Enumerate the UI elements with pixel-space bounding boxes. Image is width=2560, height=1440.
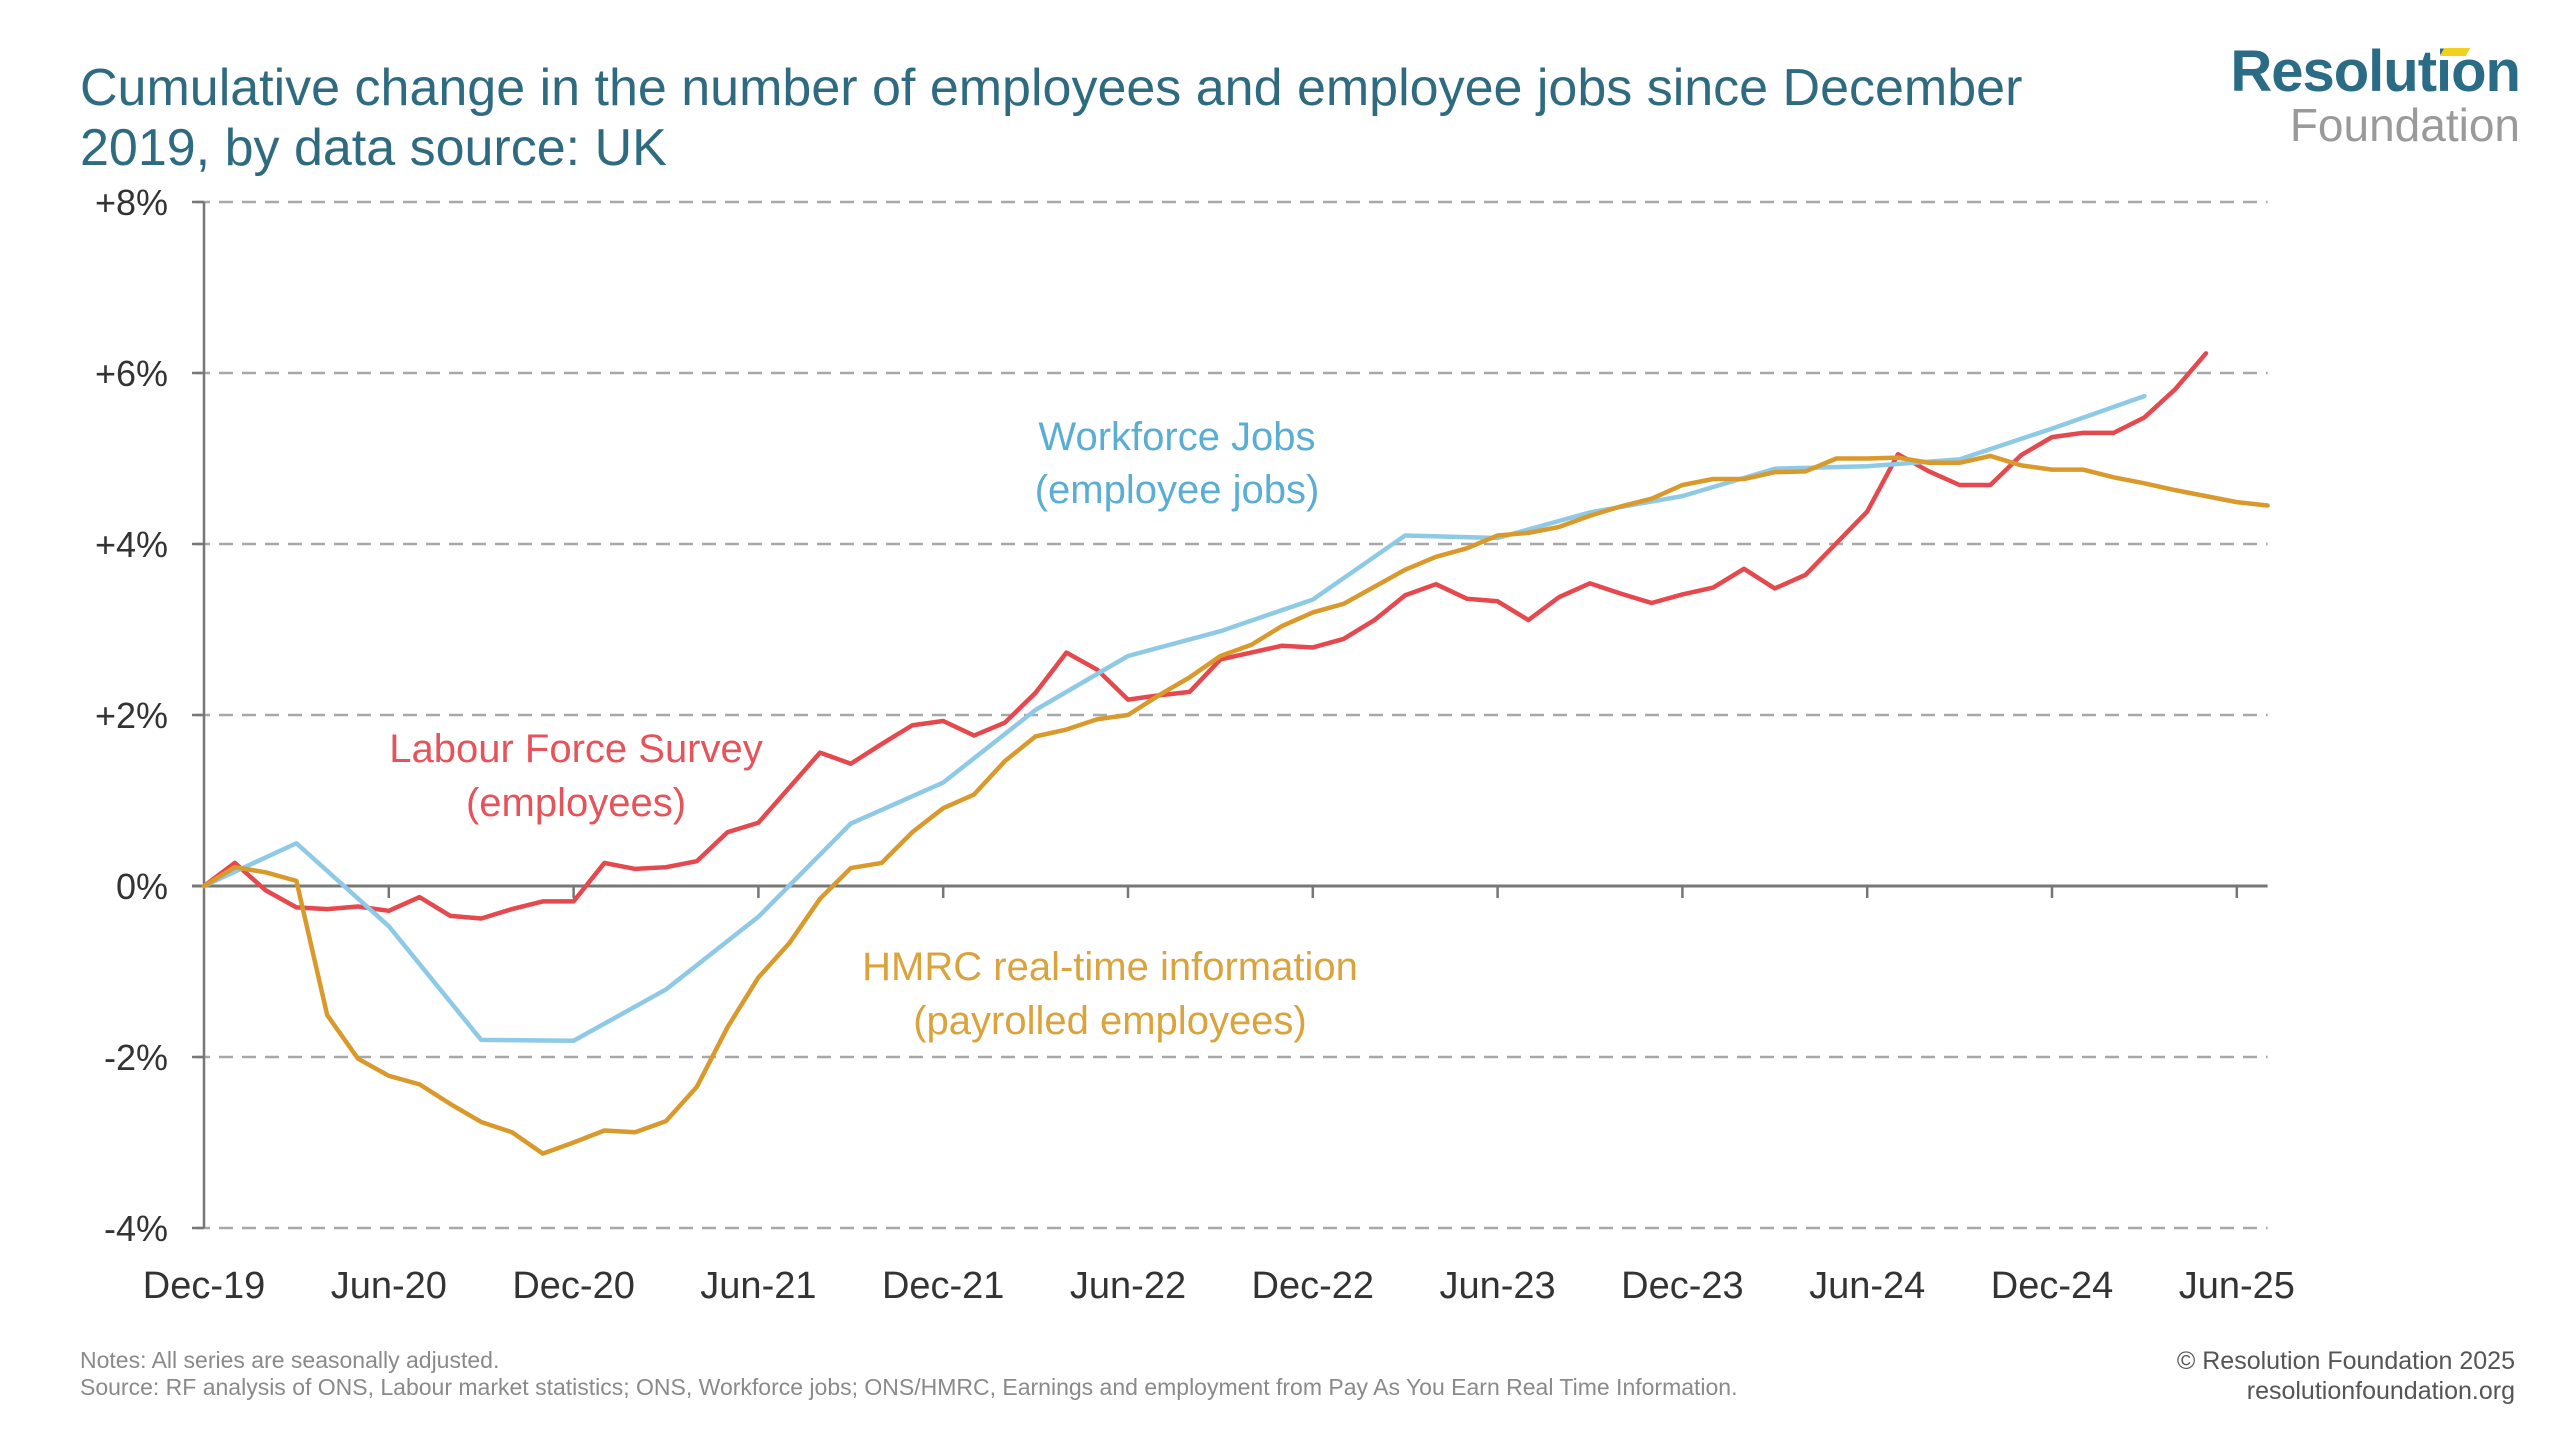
y-tick-label: -4% [104,1208,168,1249]
series-labels: Labour Force Survey (employees) Workforce … [389,415,1358,1043]
resolution-foundation-logo: Resolution Foundation [2200,39,2521,151]
series-label-workforce-jobs: (employee jobs) [1035,468,1320,512]
series-label-hmrc-real-time-information: HMRC real-time information [862,945,1358,989]
series-line-labour-force-survey [201,351,2209,921]
chart-title: Cumulative change in the number of emplo… [80,59,2023,177]
y-tick-label: 0% [116,866,168,907]
x-tick-label: Jun-25 [2179,1265,2295,1307]
logo-resolution-text: Resolution [2230,39,2521,104]
logo-foundation-text: Foundation [2289,99,2520,151]
x-tick-label: Jun-21 [700,1265,816,1307]
x-tick-label: Dec-20 [512,1265,635,1307]
y-tick-label: +6% [95,353,168,394]
footer-notes: Notes: All series are seasonally adjuste… [80,1347,1738,1401]
y-tick-label: +2% [95,695,168,736]
logo-line-1: Resolution [2200,39,2521,104]
series-line-hmrc-real-time-information [201,453,2270,1156]
x-axis-tick-labels: Dec-19 Jun-20 Dec-20 Jun-21 Dec-21 Jun-22 Dec-… [143,1265,2295,1307]
series-label-hmrc-real-time-information: (payrolled employees) [913,999,1307,1043]
x-tick-label: Dec-22 [1252,1265,1375,1307]
y-tick-label: -2% [104,1037,168,1078]
notes-text: Notes: All series are seasonally adjuste… [80,1347,500,1373]
x-tick-label: Jun-23 [1439,1265,1555,1307]
series-label-workforce-jobs: Workforce Jobs [1038,415,1315,459]
copyright-text: © Resolution Foundation 2025 [2176,1347,2515,1375]
x-tick-label: Dec-19 [143,1265,266,1307]
series-label-labour-force-survey: Labour Force Survey [389,727,763,771]
x-tick-label: Jun-20 [331,1265,447,1307]
series-lines [201,351,2270,1156]
website-link[interactable]: resolutionfoundation.org [2246,1377,2515,1405]
y-tick-label: +8% [95,182,168,223]
axes [192,200,2268,1230]
source-text: Source: RF analysis of ONS, Labour marke… [80,1374,1738,1400]
footer-credit: © Resolution Foundation 2025 resolutionf… [2177,1346,2515,1406]
x-tick-label: Jun-22 [1070,1265,1186,1307]
x-tick-label: Jun-24 [1809,1265,1925,1307]
x-tick-label: Dec-21 [882,1265,1005,1307]
x-tick-label: Dec-24 [1991,1265,2114,1307]
x-tick-label: Dec-23 [1621,1265,1744,1307]
series-line-workforce-jobs [201,393,2147,1044]
series-label-labour-force-survey: (employees) [466,781,686,825]
y-axis-tick-labels: -4% -2% 0% +2% +4% +6% +8% [95,182,168,1249]
gridlines [196,200,2268,1230]
y-tick-label: +4% [95,524,168,565]
